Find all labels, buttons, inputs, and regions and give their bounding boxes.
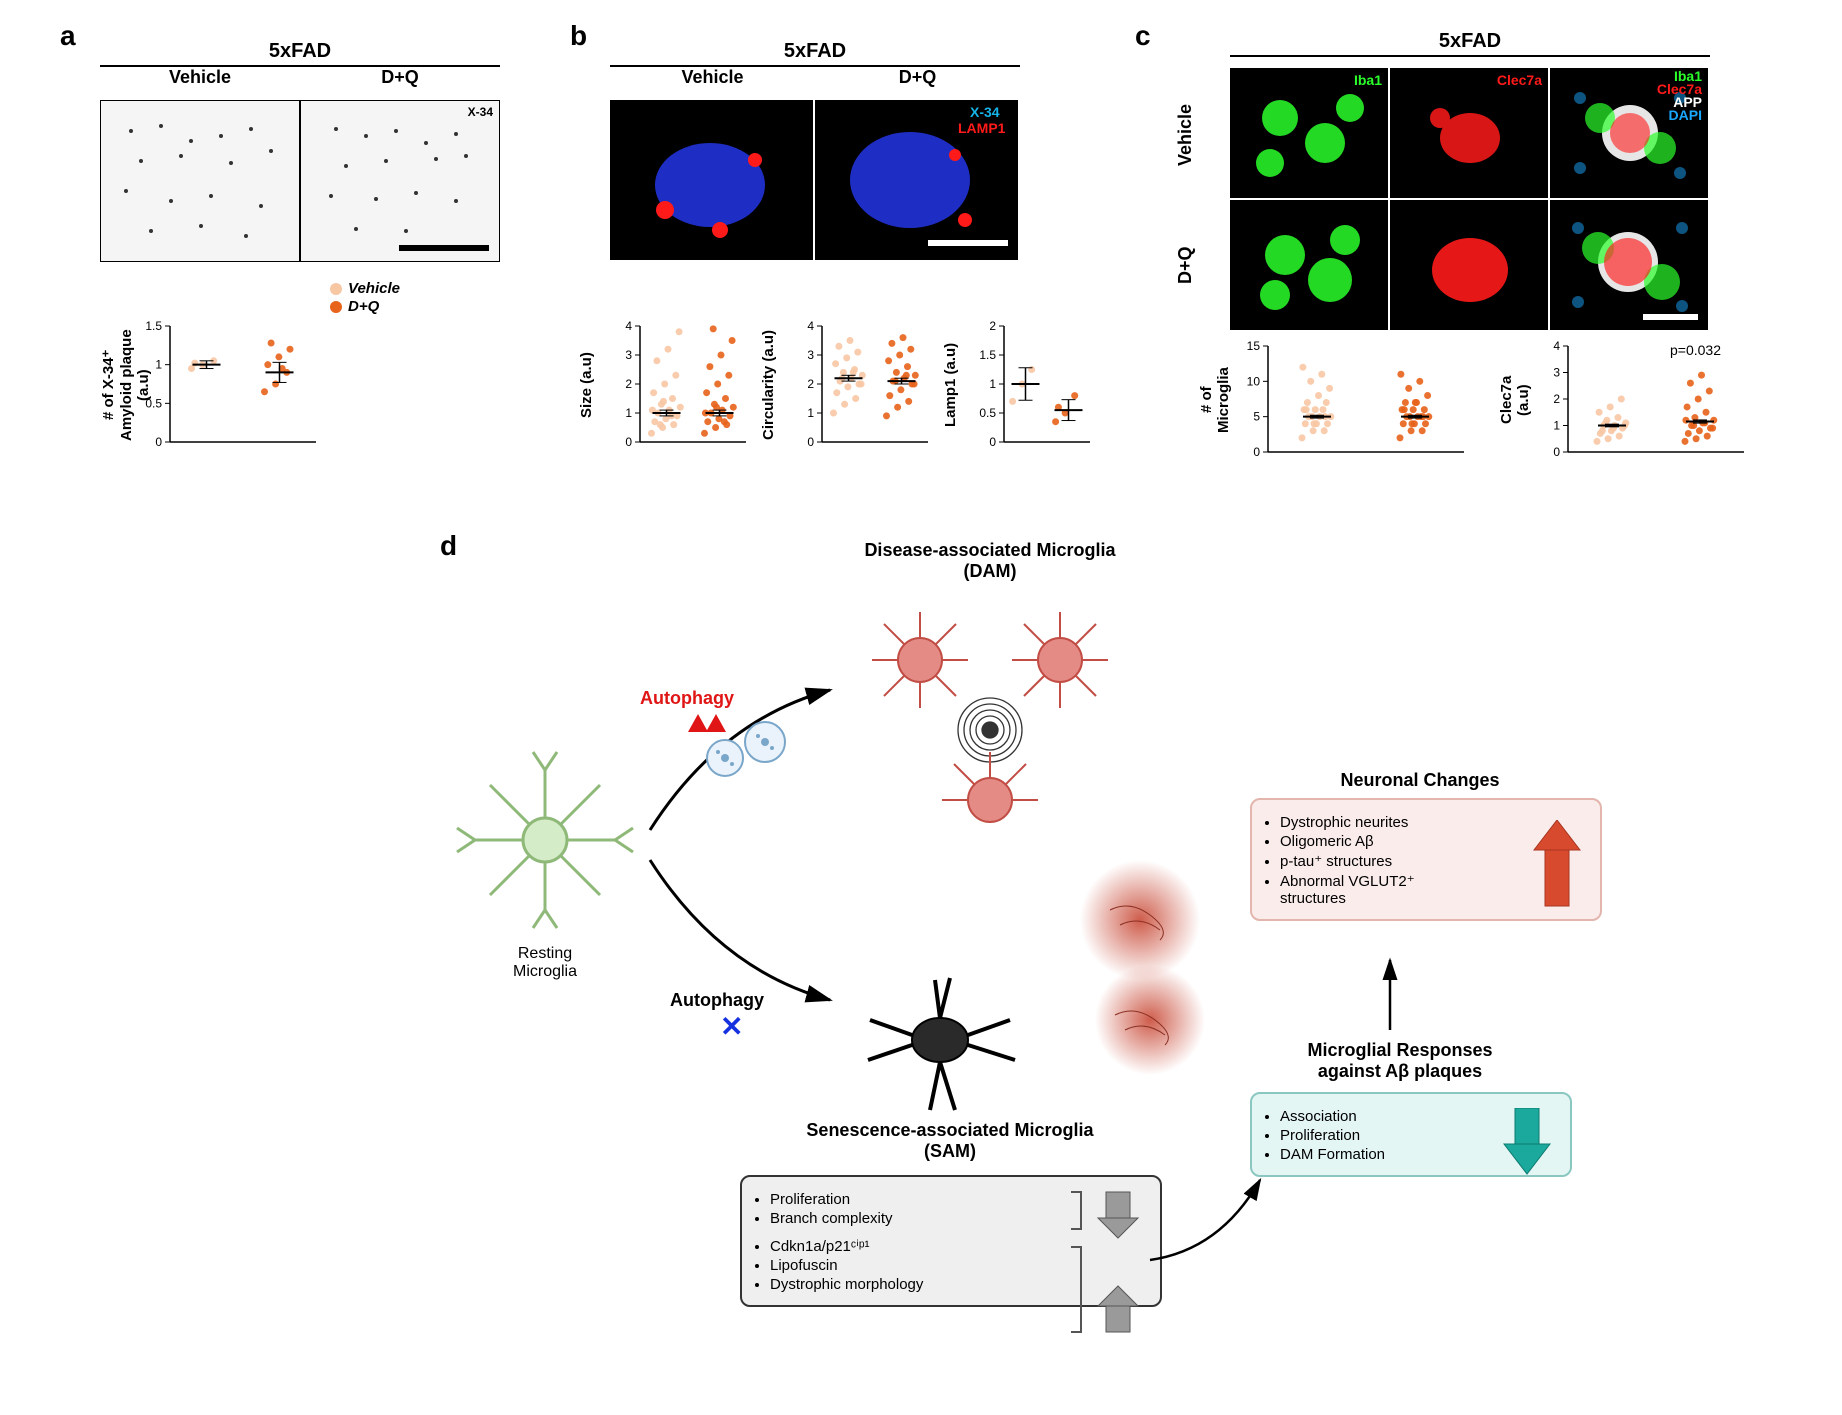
legend-dot-dq [330,301,342,313]
neuro-box: Dystrophic neurites Oligomeric Aβ p-tau⁺… [1250,798,1602,921]
svg-text:1: 1 [625,406,632,420]
svg-text:1: 1 [989,377,996,391]
legend-text-dq: D+Q [348,298,379,315]
resp-box: Association Proliferation DAM Formation [1250,1092,1572,1177]
sam-box: Proliferation Branch complexity Cdkn1a/p… [740,1175,1162,1307]
resp-down-arrow-icon [1502,1108,1552,1178]
chan-clec7a: Clec7a [1497,72,1542,88]
panel-c-row-dq: D+Q [1175,200,1196,330]
sam-box-arrows-icon [1066,1187,1146,1337]
svg-text:4: 4 [625,320,632,333]
svg-text:0: 0 [1253,445,1260,459]
panel-label-d: d [440,530,457,562]
svg-text:3: 3 [1553,366,1560,380]
panel-c-chart-clec7a: 0 1 2 3 4 [1538,340,1748,470]
panel-c-img-veh-merge: Iba1 Clec7a APP DAPI [1550,68,1708,198]
resp-title: Microglial Responses against Aβ plaques [1250,1040,1550,1082]
svg-text:2: 2 [1553,392,1560,406]
panel-a-stain-label: X-34 [468,105,493,119]
panel-c-img-veh-iba1: Iba1 [1230,68,1388,198]
svg-text:5: 5 [1253,410,1260,424]
svg-text:0: 0 [1553,445,1560,459]
panel-a-chart: 0 0.5 1 1.5 [140,320,320,460]
chan-iba1: Iba1 [1354,72,1382,88]
panel-b-cond-vehicle: Vehicle [610,67,815,88]
svg-text:4: 4 [1553,340,1560,353]
merge-chan-dapi: DAPI [1657,109,1702,122]
panel-b-cond-dq: D+Q [815,67,1020,88]
svg-text:0: 0 [807,435,814,449]
legend-text-vehicle: Vehicle [348,280,400,297]
sam-microglia-icon [850,960,1030,1120]
figure-root: { "panelA":{ "label":"a", "title":"5xFAD… [0,0,1842,1415]
dam-cluster-icon [840,600,1140,830]
panel-c-pval: p=0.032 [1670,342,1721,358]
panel-b-chart-size: 0 1 2 3 4 [610,320,750,460]
autophagy-up-triangles-icon [678,710,728,734]
svg-text:10: 10 [1247,374,1261,388]
svg-text:1: 1 [155,358,162,372]
panel-c-img-veh-clec7a: Clec7a [1390,68,1548,198]
resp-to-neuro-arrow [1370,950,1410,1040]
svg-text:3: 3 [807,348,814,362]
panel-c-img-dq-clec7a [1390,200,1548,330]
svg-text:0.5: 0.5 [979,406,996,420]
svg-text:0: 0 [989,435,996,449]
autophagy-x-label: Autophagy [670,990,764,1011]
neuro-up-arrow-icon [1532,820,1582,910]
panel-b-image-vehicle [610,100,813,260]
panel-b-title: 5xFAD [610,40,1020,63]
neuro-title: Neuronal Changes [1290,770,1550,791]
panel-b-title-group: 5xFAD Vehicle D+Q [610,40,1020,88]
svg-text:4: 4 [807,320,814,333]
panel-b-chan-lamp1: LAMP1 [958,120,1005,136]
panel-a-title: 5xFAD [100,40,500,63]
resting-microglia-label: Resting Microglia [455,945,635,981]
sam-to-resp-arrow [1140,1160,1300,1280]
panel-label-c: c [1135,20,1151,52]
svg-text:1.5: 1.5 [145,320,162,333]
panel-a-legend: Vehicle D+Q [330,280,400,316]
panel-a-title-group: 5xFAD Vehicle D+Q [100,40,500,88]
panel-a-cond-dq: D+Q [300,67,500,88]
panel-b-size-ylabel: Size (a.u) [578,315,595,455]
autophagy-up-label: Autophagy [640,688,734,709]
svg-text:15: 15 [1247,340,1261,353]
svg-text:2: 2 [989,320,996,333]
svg-text:0: 0 [155,435,162,449]
svg-text:2: 2 [807,377,814,391]
panel-a-image-dq: X-34 [300,100,500,262]
panel-b-chan-x34: X-34 [970,104,1000,120]
panel-b-circ-ylabel: Circularity (a.u) [760,310,777,460]
panel-c-clec7a-ylabel: Clec7a (a.u) [1498,345,1532,455]
diffuse-abeta-icon [1060,860,1240,1090]
svg-text:2: 2 [625,377,632,391]
panel-c-microglia-ylabel: # of Microglia [1198,345,1232,455]
panel-b-chart-lamp1: 0 0.5 1 1.5 2 [974,320,1094,460]
panel-label-b: b [570,20,587,52]
svg-text:1: 1 [807,406,814,420]
panel-c-img-dq-iba1 [1230,200,1388,330]
resting-microglia-icon [445,740,645,940]
legend-dot-vehicle [330,283,342,295]
svg-text:3: 3 [625,348,632,362]
svg-text:1: 1 [1553,419,1560,433]
svg-text:1.5: 1.5 [979,348,996,362]
panel-c-title-group: 5xFAD [1230,30,1710,57]
panel-a-cond-vehicle: Vehicle [100,67,300,88]
panel-b-chart-circ: 0 1 2 3 4 [792,320,932,460]
panel-c-chart-microglia: 0 5 10 15 [1238,340,1468,470]
panel-c-img-dq-merge [1550,200,1708,330]
svg-text:0.5: 0.5 [145,396,162,410]
panel-c-row-vehicle: Vehicle [1175,70,1196,200]
dam-title: Disease-associated Microglia (DAM) [820,540,1160,582]
panel-label-a: a [60,20,76,52]
svg-text:0: 0 [625,435,632,449]
panel-a-image-vehicle [100,100,300,262]
autophagy-x-icon: ✕ [720,1010,743,1043]
panel-b-lamp1-ylabel: Lamp1 (a.u) [942,315,959,455]
panel-c-title: 5xFAD [1230,30,1710,53]
sam-title: Senescence-associated Microglia (SAM) [760,1120,1140,1162]
